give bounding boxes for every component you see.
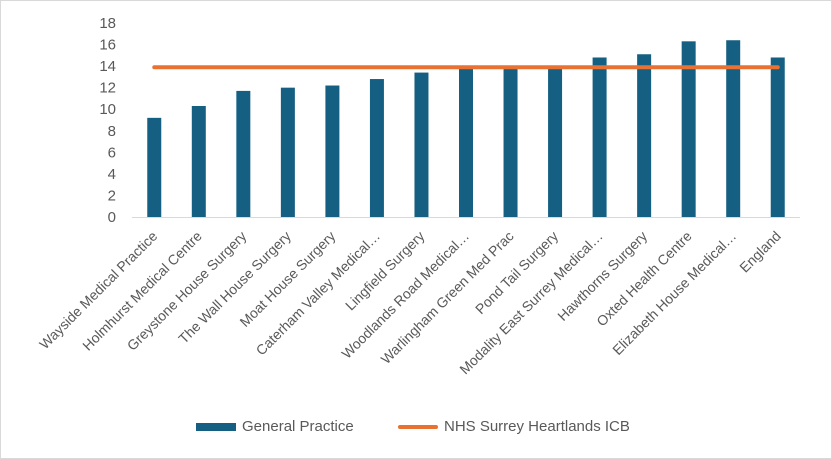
y-tick-label: 0 [108, 209, 116, 226]
legend-label-line: NHS Surrey Heartlands ICB [444, 418, 630, 435]
y-tick-label: 6 [108, 144, 116, 161]
bar [770, 57, 785, 217]
bar [459, 68, 473, 218]
y-tick-label: 14 [99, 58, 116, 75]
legend: General Practice NHS Surrey Heartlands I… [0, 418, 832, 440]
legend-label-bar: General Practice [242, 418, 354, 435]
legend-swatch-bar [196, 422, 236, 431]
bar [414, 72, 429, 217]
y-tick-label: 18 [99, 15, 116, 32]
bar [726, 40, 741, 217]
bar [369, 79, 384, 218]
bar [503, 67, 518, 217]
y-tick-label: 10 [99, 101, 116, 118]
legend-item-bar: General Practice [196, 418, 354, 435]
bar [637, 54, 652, 217]
bar [147, 117, 162, 217]
bar [548, 67, 563, 217]
bar [592, 57, 607, 217]
legend-item-line: NHS Surrey Heartlands ICB [398, 418, 630, 435]
y-tick-label: 2 [108, 187, 116, 204]
y-tick-label: 8 [108, 123, 116, 140]
y-tick-label: 12 [99, 80, 116, 97]
x-tick-label: England [736, 228, 784, 276]
y-axis: 0 2 4 6 8 10 12 14 16 18 [99, 15, 116, 226]
x-tick-label: Pond Tail Surgery [472, 228, 561, 317]
legend-swatch-line [398, 424, 438, 429]
bar [236, 90, 251, 217]
bar-series [147, 40, 785, 218]
x-tick-label: Lingfield Surgery [342, 228, 428, 314]
bar [191, 105, 206, 217]
y-tick-label: 4 [108, 166, 116, 183]
y-tick-label: 16 [99, 37, 116, 54]
bar [681, 41, 696, 218]
bar [280, 87, 295, 218]
bar [325, 85, 340, 217]
